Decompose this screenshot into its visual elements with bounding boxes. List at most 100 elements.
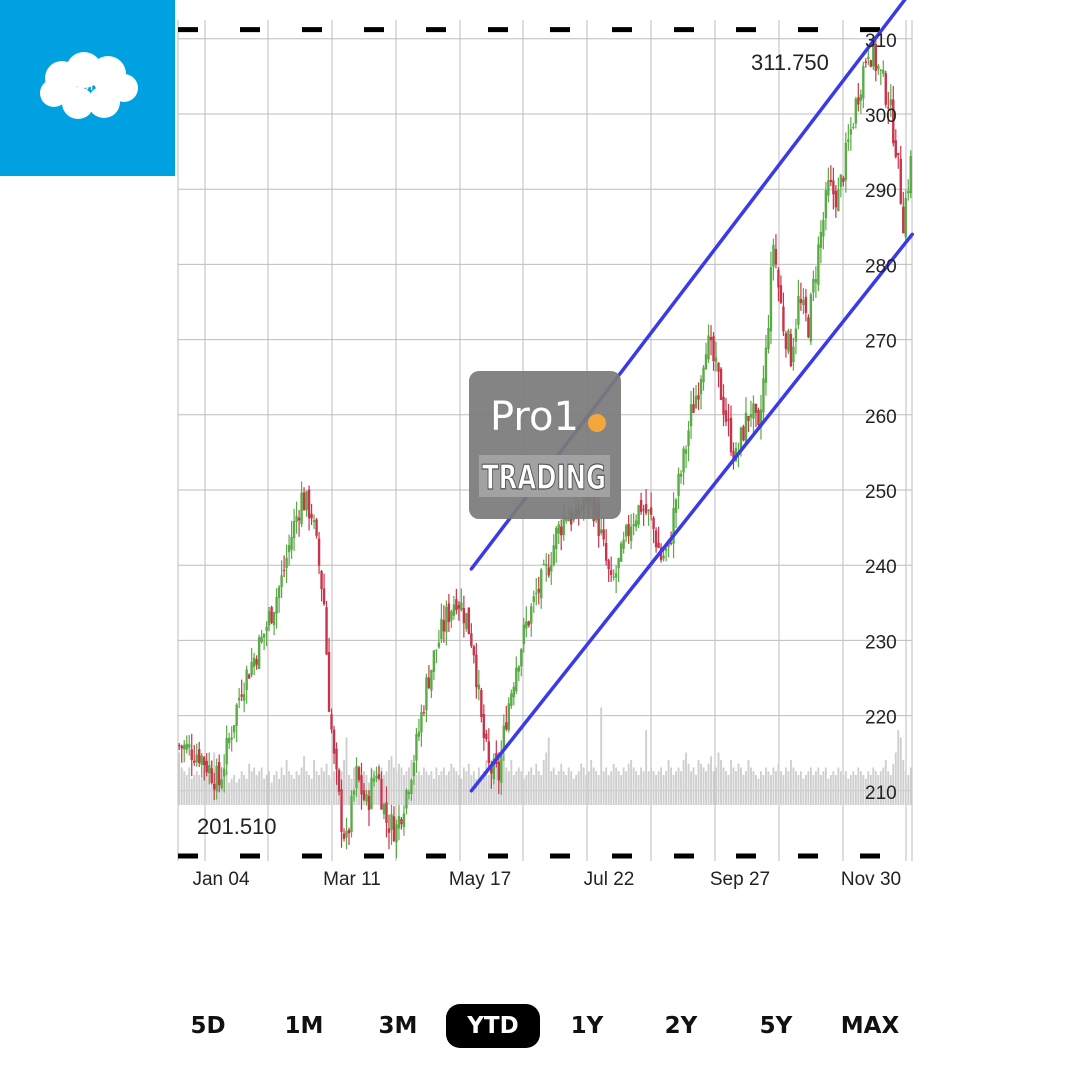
candle-up xyxy=(839,174,843,198)
candle-body xyxy=(252,657,256,667)
candle-down xyxy=(180,744,183,763)
candle-down xyxy=(282,555,286,578)
volume-bar xyxy=(290,775,293,805)
candle-down xyxy=(709,325,713,356)
volume-bar xyxy=(817,767,820,805)
volume-bar xyxy=(685,752,688,805)
candle-body xyxy=(245,669,248,691)
candle-down xyxy=(470,623,473,649)
candle-body xyxy=(445,606,448,633)
candle-body xyxy=(717,362,720,372)
candle-body xyxy=(442,620,446,632)
candle-down xyxy=(322,573,326,606)
volume-bar xyxy=(313,760,316,805)
watermark-band xyxy=(479,455,610,497)
volume-bar xyxy=(842,775,845,805)
candle-up xyxy=(492,753,496,785)
candle-body xyxy=(604,543,608,561)
volume-bar xyxy=(587,771,590,805)
volume-bar xyxy=(358,775,360,805)
candle-up xyxy=(787,328,790,355)
volume-bar xyxy=(430,771,433,805)
range-option-1y[interactable]: 1Y xyxy=(570,1013,604,1039)
candle-up xyxy=(183,740,186,763)
candle-up xyxy=(300,481,303,528)
candle-body xyxy=(722,396,725,415)
volume-bar xyxy=(507,771,510,805)
volume-bar xyxy=(779,771,782,805)
volume-bar xyxy=(740,767,742,805)
volume-bar xyxy=(735,771,737,805)
candle-body xyxy=(707,335,710,360)
volume-bar xyxy=(505,767,508,805)
candle-up xyxy=(535,578,538,606)
candle-up xyxy=(345,817,348,850)
candle-body xyxy=(562,516,565,536)
range-option-max[interactable]: MAX xyxy=(840,1013,900,1039)
candle-body xyxy=(817,244,820,285)
candle-down xyxy=(330,708,333,734)
candle-down xyxy=(799,282,803,311)
candle-body xyxy=(859,94,863,101)
candle-body xyxy=(410,779,413,795)
candle-body xyxy=(782,306,785,332)
volume-bar xyxy=(722,767,725,805)
volume-bar xyxy=(610,771,613,805)
range-option-5y[interactable]: 5Y xyxy=(759,1013,793,1039)
volume-bar xyxy=(512,775,515,805)
candle-body xyxy=(557,524,560,534)
candle-body xyxy=(739,427,743,449)
candle-up xyxy=(235,703,238,743)
candle-up xyxy=(817,236,820,291)
candle-body xyxy=(480,690,483,717)
candle-body xyxy=(230,737,233,740)
volume-bar xyxy=(822,771,825,805)
candle-body xyxy=(382,804,386,815)
volume-bar xyxy=(677,767,680,805)
candle-body xyxy=(709,336,713,341)
candle-body xyxy=(180,745,183,749)
candle-up xyxy=(612,569,615,581)
candle-body xyxy=(362,790,366,800)
candle-body xyxy=(430,669,433,691)
range-option-5d[interactable]: 5D xyxy=(190,1013,226,1039)
y-tick-label: 270 xyxy=(865,332,897,353)
candle-down xyxy=(724,398,728,427)
range-option-1m[interactable]: 1M xyxy=(284,1013,324,1039)
salesforce-cloud-icon xyxy=(0,0,175,176)
range-option-ytd[interactable]: YTD xyxy=(446,1004,540,1048)
volume-bar xyxy=(437,775,440,805)
volume-bar xyxy=(425,771,428,805)
candle-down xyxy=(652,516,655,544)
volume-bar xyxy=(750,767,752,805)
x-tick-label: Jul 22 xyxy=(584,869,635,890)
range-option-3m[interactable]: 3M xyxy=(378,1013,418,1039)
volume-bar xyxy=(577,771,580,805)
candle-up xyxy=(507,697,510,733)
volume-bar xyxy=(620,775,623,805)
range-option-2y[interactable]: 2Y xyxy=(664,1013,698,1039)
volume-bar xyxy=(268,771,271,805)
candle-body xyxy=(507,703,510,731)
volume-bar xyxy=(248,763,251,805)
candle-up xyxy=(647,508,650,526)
channel-lower-line xyxy=(469,232,915,793)
volume-bar xyxy=(178,752,181,805)
volume-bar xyxy=(702,767,705,805)
candle-body xyxy=(525,621,528,629)
volume-bar xyxy=(395,771,398,805)
volume-bar xyxy=(635,771,638,805)
candle-down xyxy=(190,733,193,777)
volume-bar xyxy=(465,771,468,805)
candle-body xyxy=(682,448,685,473)
candle-body xyxy=(614,573,618,578)
volume-bar xyxy=(712,771,715,805)
candle-body xyxy=(837,189,840,212)
volume-bar xyxy=(475,778,478,805)
candle-down xyxy=(377,766,381,781)
candle-up xyxy=(250,647,253,678)
candle-body xyxy=(417,731,421,737)
candle-body xyxy=(622,539,625,549)
candle-body xyxy=(744,412,748,444)
candle-up xyxy=(227,732,231,750)
